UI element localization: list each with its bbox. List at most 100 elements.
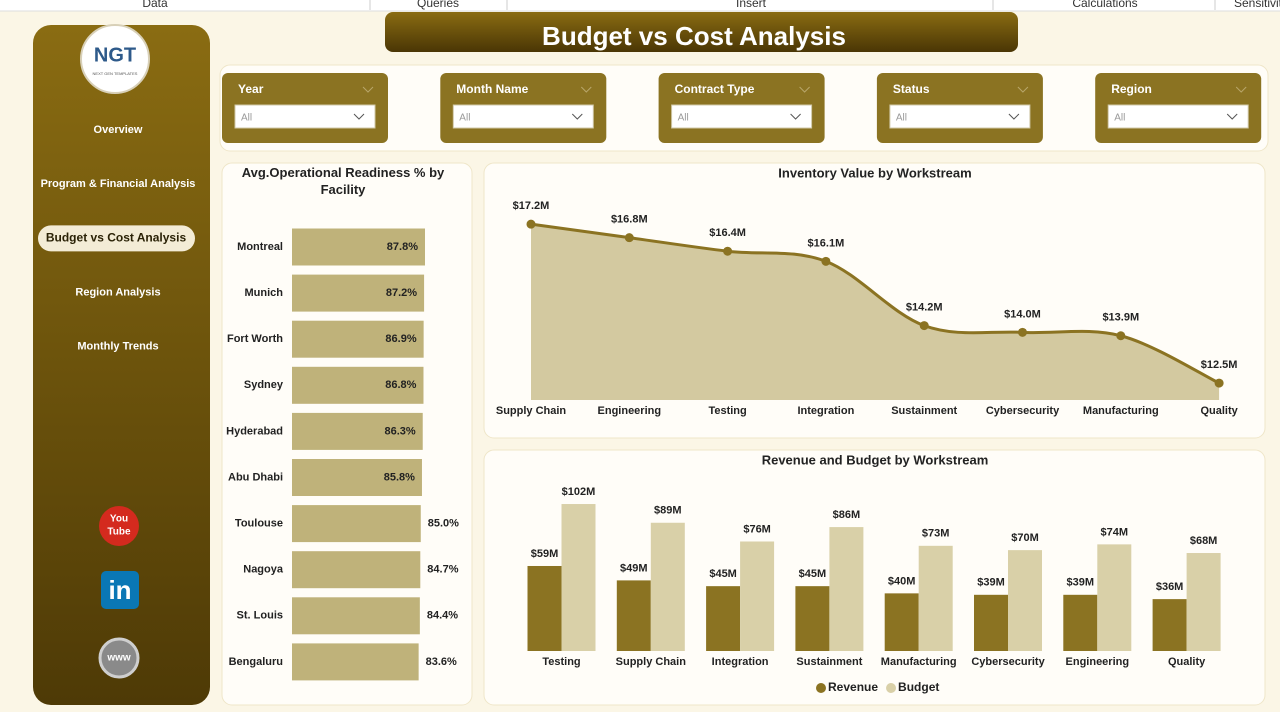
bar [292,551,421,589]
icon-text: You [110,514,128,525]
category-label: St. Louis [237,610,283,622]
nav-item[interactable]: Budget vs Cost Analysis [46,231,187,245]
dropdown[interactable] [452,104,594,129]
dropdown[interactable] [234,104,376,129]
page-title: Budget vs Cost Analysis [542,21,846,51]
data-label: $14.0M [1004,308,1041,320]
data-label: $39M [1067,577,1095,589]
dropdown-value[interactable]: All [459,113,470,124]
ribbon-tab[interactable]: Queries [417,0,459,10]
data-label: $49M [620,562,648,574]
data-label: $14.2M [906,302,943,314]
ribbon-tab[interactable]: Calculations [1072,0,1137,10]
data-label: 84.7% [427,564,458,576]
data-label: 87.2% [386,287,417,299]
dropdown[interactable] [889,104,1031,129]
category-label: Abu Dhabi [228,471,283,483]
filter-label: Year [238,82,264,96]
ribbon-tab[interactable]: Insert [736,0,767,10]
x-tick-label: Manufacturing [881,656,957,668]
ribbon-tab[interactable]: Data [142,0,168,10]
chevron [1226,113,1238,120]
x-tick-label: Cybersecurity [986,405,1060,417]
point [1214,378,1224,388]
data-label: $13.9M [1102,312,1139,324]
data-label: 84.4% [427,610,458,622]
bar [292,597,420,635]
chevron [1008,113,1020,120]
legend-label[interactable]: Budget [898,680,939,694]
data-label: 85.8% [384,471,415,483]
web-icon[interactable] [98,637,140,679]
data-label: $39M [977,577,1005,589]
title-banner [385,12,1018,52]
x-tick-label: Integration [712,656,769,668]
nav-item[interactable]: Program & Financial Analysis [41,178,196,190]
dropdown-value[interactable]: All [1114,113,1125,124]
data-label: $74M [1101,526,1129,538]
category-label: Nagoya [243,564,284,576]
logo [80,24,150,94]
data-label: $17.2M [513,200,550,212]
youtube-icon[interactable] [99,506,139,546]
filter-label: Month Name [456,82,528,96]
nav-item[interactable]: Region Analysis [75,287,160,299]
filter-label: Region [1111,82,1152,96]
nav-active[interactable] [38,225,195,252]
data-label: $16.4M [709,227,746,239]
nav-item[interactable]: Overview [94,124,143,136]
dropdown[interactable] [1107,104,1249,129]
bar [292,274,425,312]
bar [795,586,830,651]
x-tick-label: Manufacturing [1083,405,1159,417]
data-label: $68M [1190,535,1218,547]
legend-marker [886,683,897,693]
bar [1152,599,1187,651]
chart-title: Inventory Value by Workstream [778,165,971,180]
bar [650,522,685,651]
dropdown[interactable] [671,104,813,129]
data-label: $73M [922,528,950,540]
dropdown-value[interactable]: All [678,113,689,124]
chevron [362,86,374,93]
dropdown-value[interactable]: All [241,113,252,124]
ribbon-tab[interactable]: Sensitivity [1234,0,1280,10]
x-tick-label: Supply Chain [616,656,687,668]
dropdown-value[interactable]: All [896,113,907,124]
point [526,219,536,229]
data-label: $86M [833,509,861,521]
data-label: $16.1M [808,237,845,249]
x-tick-label: Engineering [1066,656,1130,668]
icon-text: www [106,653,131,664]
data-label: 86.3% [385,425,416,437]
bar [561,504,596,651]
data-label: $16.8M [611,214,648,226]
x-tick-label: Testing [542,656,580,668]
chart-title: Avg.Operational Readiness % by Facility [241,165,445,197]
ribbon [0,0,1280,11]
bar [884,593,919,651]
bar [292,228,425,266]
data-label: $45M [799,568,827,580]
chevron [1017,86,1029,93]
bar [292,320,424,358]
bar [918,545,953,651]
category-label: Fort Worth [227,333,283,345]
legend-label[interactable]: Revenue [828,680,878,694]
x-tick-label: Quality [1168,656,1206,668]
bar [740,541,775,651]
data-label: 87.8% [387,241,418,253]
data-label: $36M [1156,581,1184,593]
x-tick-label: Engineering [598,405,662,417]
point [1116,331,1126,341]
data-label: $12.5M [1201,359,1238,371]
linkedin-icon[interactable] [101,571,139,609]
bar [292,643,419,681]
nav-item[interactable]: Monthly Trends [77,341,158,353]
chevron [1235,86,1247,93]
bar [527,565,562,651]
area [531,224,1220,400]
data-label: 85.0% [428,518,459,530]
